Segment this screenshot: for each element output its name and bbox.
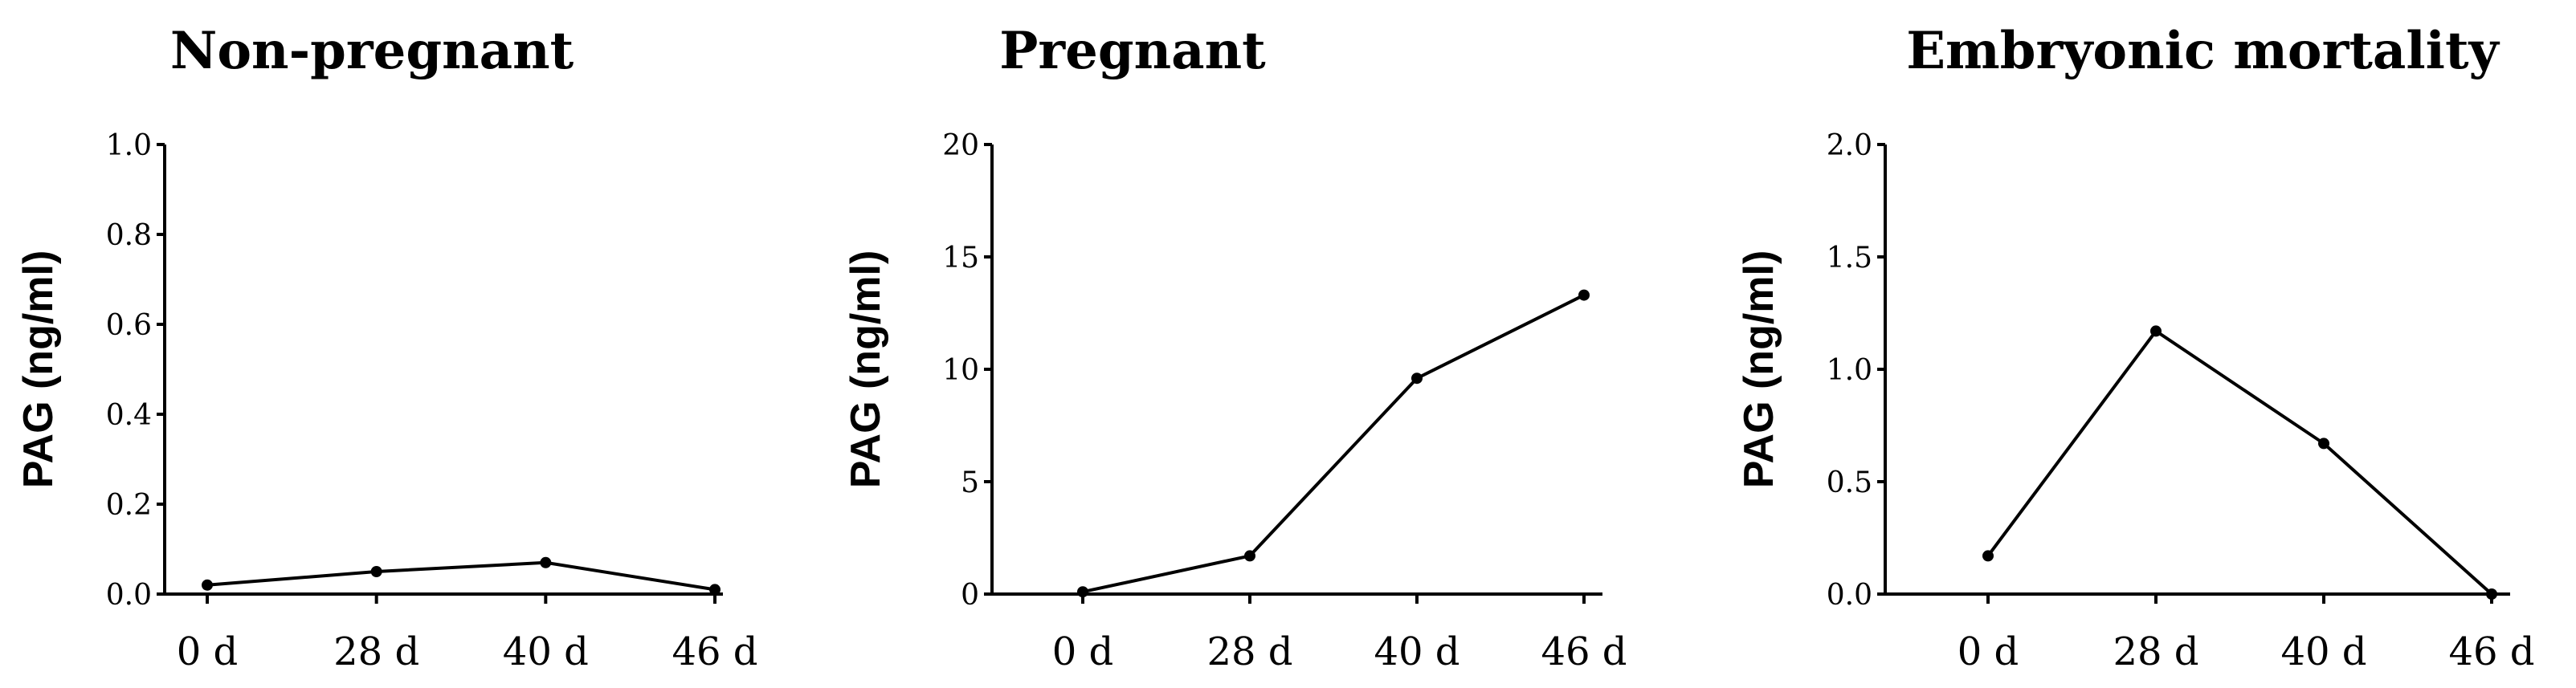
x-tick-label: 0 d: [1052, 629, 1114, 674]
chart-embryonic-mortality: Embryonic mortality PAG (ng/ml) 0.0 0.5 1.0 1…: [1736, 21, 2535, 674]
data-point: [2318, 438, 2329, 450]
chart-title: Embryonic mortality: [1906, 21, 2500, 81]
data-point: [2150, 325, 2162, 337]
chart-title: Pregnant: [999, 21, 1266, 81]
x-tick-label: 0 d: [177, 629, 239, 674]
y-tick-label: 2.0: [1827, 129, 1872, 162]
series-line: [1986, 328, 2493, 596]
x-tick-label: 28 d: [2113, 629, 2198, 674]
x-tick-label: 28 d: [1206, 629, 1292, 674]
y-tick-label: 1.5: [1827, 242, 1872, 275]
y-tick-label: 0.2: [106, 489, 152, 522]
y-axis-label: PAG (ng/ml): [1736, 250, 1782, 489]
chart-non-pregnant: Non-pregnant PAG (ng/ml) 0.0 0.2 0.4 0.6 0.8 1.…: [15, 21, 758, 674]
y-tick-label: 5: [961, 466, 979, 499]
y-tick-label: 1.0: [1827, 354, 1872, 387]
x-tick-label: 46 d: [672, 629, 757, 674]
y-axis-label: PAG (ng/ml): [843, 250, 889, 489]
x-tick-label: 46 d: [2448, 629, 2534, 674]
y-tick-label: 0.0: [1827, 579, 1872, 612]
data-point: [540, 556, 552, 568]
x-tick-label: 40 d: [503, 629, 589, 674]
x-tick-label: 40 d: [1374, 629, 1459, 674]
y-tick-label: 10: [942, 354, 979, 387]
y-axis-label: PAG (ng/ml): [15, 250, 62, 489]
y-tick-label: 20: [942, 129, 979, 162]
y-tick-label: 0.6: [106, 309, 152, 342]
data-point: [370, 566, 382, 577]
x-tick-label: 0 d: [1958, 629, 2019, 674]
data-point: [1982, 550, 1994, 562]
data-point: [202, 579, 213, 591]
y-tick-label: 0: [961, 579, 979, 612]
chart-pregnant: Pregnant PAG (ng/ml) 0 5 10 15 20 0 d 28 d 40 d 46…: [843, 21, 1627, 674]
y-tick-label: 1.0: [106, 129, 152, 162]
series-line: [1082, 293, 1585, 594]
data-point: [1578, 289, 1590, 301]
x-tick-label: 46 d: [1541, 629, 1627, 674]
data-point: [1077, 586, 1088, 598]
y-tick-label: 0.8: [106, 219, 152, 252]
y-tick-label: 0.0: [106, 579, 152, 612]
x-tick-label: 40 d: [2280, 629, 2366, 674]
chart-title: Non-pregnant: [170, 21, 574, 81]
y-tick-label: 0.4: [106, 399, 152, 432]
y-tick-label: 15: [942, 242, 979, 275]
data-point: [709, 584, 721, 596]
x-tick-label: 28 d: [333, 629, 419, 674]
data-point: [2486, 588, 2497, 600]
data-point: [1411, 372, 1423, 385]
series-line: [206, 560, 716, 592]
data-point: [1244, 550, 1255, 562]
y-tick-label: 0.5: [1827, 466, 1872, 499]
